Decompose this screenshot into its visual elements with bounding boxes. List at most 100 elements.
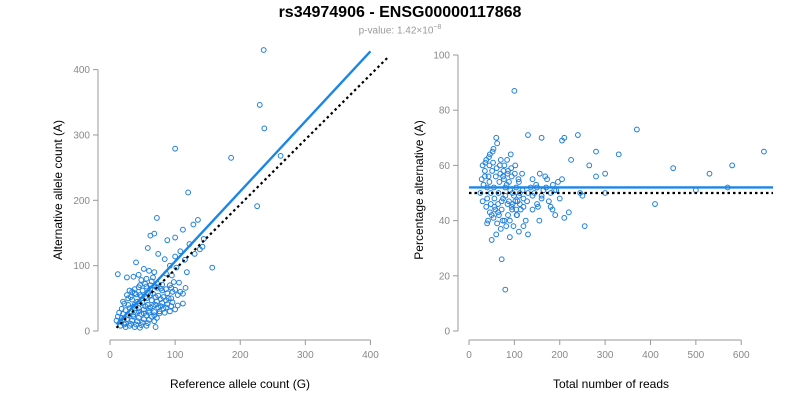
data-point <box>135 315 142 321</box>
data-point <box>497 170 504 177</box>
x-tick-label: 200 <box>232 350 249 361</box>
data-point <box>153 215 160 221</box>
y-tick-label: 0 <box>84 327 90 338</box>
data-point <box>155 250 162 257</box>
data-point <box>502 192 509 199</box>
data-point <box>516 179 522 185</box>
data-point <box>529 206 536 213</box>
data-point <box>486 179 493 185</box>
data-point <box>172 286 179 293</box>
data-point <box>146 316 152 323</box>
data-point <box>577 190 584 196</box>
data-point <box>256 101 263 108</box>
data-point <box>143 322 150 329</box>
data-point <box>497 225 504 232</box>
data-point <box>491 203 498 210</box>
data-point <box>209 264 216 271</box>
reference-dotted-line <box>115 55 390 329</box>
data-point <box>126 322 133 329</box>
data-point <box>615 151 622 158</box>
data-point <box>488 237 495 243</box>
data-point <box>143 275 150 282</box>
x-tick-label: 400 <box>362 350 379 361</box>
data-point <box>481 168 488 174</box>
data-point <box>500 168 507 174</box>
data-point <box>228 154 235 161</box>
x-tick-label: 0 <box>107 350 113 361</box>
data-point <box>153 284 160 291</box>
data-point <box>183 269 190 276</box>
data-point <box>515 176 522 183</box>
data-point <box>524 198 530 205</box>
data-point <box>497 156 504 163</box>
data-point <box>196 246 203 253</box>
data-point <box>498 206 505 213</box>
data-point <box>479 162 486 169</box>
y-tick-label: 60 <box>439 161 451 172</box>
data-point <box>156 308 163 315</box>
data-point <box>144 245 151 251</box>
data-point <box>516 201 523 207</box>
data-point <box>498 198 505 205</box>
data-point <box>513 206 520 213</box>
data-point <box>487 201 494 207</box>
data-point <box>494 220 501 227</box>
data-point <box>520 195 527 202</box>
data-point <box>561 214 568 221</box>
data-point <box>152 294 159 300</box>
data-point <box>150 274 156 281</box>
data-point <box>190 221 197 228</box>
data-point <box>164 237 171 244</box>
data-point <box>516 190 523 196</box>
y-tick-label: 200 <box>73 196 90 207</box>
data-point <box>490 159 496 166</box>
data-point <box>485 217 491 224</box>
data-point <box>495 209 501 216</box>
data-point <box>478 176 485 183</box>
data-point <box>131 301 138 308</box>
plot-title: rs34974906 - ENSG00000117868 <box>278 4 522 21</box>
data-point <box>159 300 165 306</box>
data-point <box>549 206 556 213</box>
data-point <box>519 170 525 177</box>
data-point <box>277 152 284 159</box>
data-point <box>593 148 599 155</box>
data-point <box>536 217 543 224</box>
data-point <box>508 165 515 172</box>
data-point <box>491 195 498 202</box>
data-point <box>545 198 552 205</box>
data-point <box>486 154 492 161</box>
data-point <box>131 286 138 293</box>
data-point <box>495 201 501 207</box>
y-tick-label: 0 <box>444 327 450 338</box>
data-point <box>525 132 531 138</box>
x-tick-label: 600 <box>733 350 750 361</box>
data-point <box>133 259 139 266</box>
data-point <box>254 203 261 210</box>
data-point <box>139 287 146 294</box>
data-point <box>172 306 179 313</box>
data-point <box>581 223 588 230</box>
data-point <box>172 234 179 241</box>
data-point <box>140 306 147 313</box>
data-point <box>552 212 559 218</box>
data-point <box>499 217 506 224</box>
data-point <box>574 132 581 138</box>
data-point <box>522 217 529 224</box>
y-axis-label: Percentage alternative (A) <box>412 120 426 259</box>
x-axis-label: Total number of reads <box>553 377 669 391</box>
fit-line <box>115 50 372 326</box>
data-point <box>146 309 152 316</box>
data-point <box>516 228 522 235</box>
y-tick-label: 40 <box>439 216 451 227</box>
data-point <box>125 301 132 308</box>
data-point <box>534 201 540 207</box>
data-point <box>506 234 513 241</box>
data-point <box>652 201 658 207</box>
data-point <box>559 137 565 144</box>
data-point <box>488 212 495 218</box>
data-point <box>177 248 184 255</box>
data-point <box>496 162 503 169</box>
data-point <box>157 303 164 310</box>
